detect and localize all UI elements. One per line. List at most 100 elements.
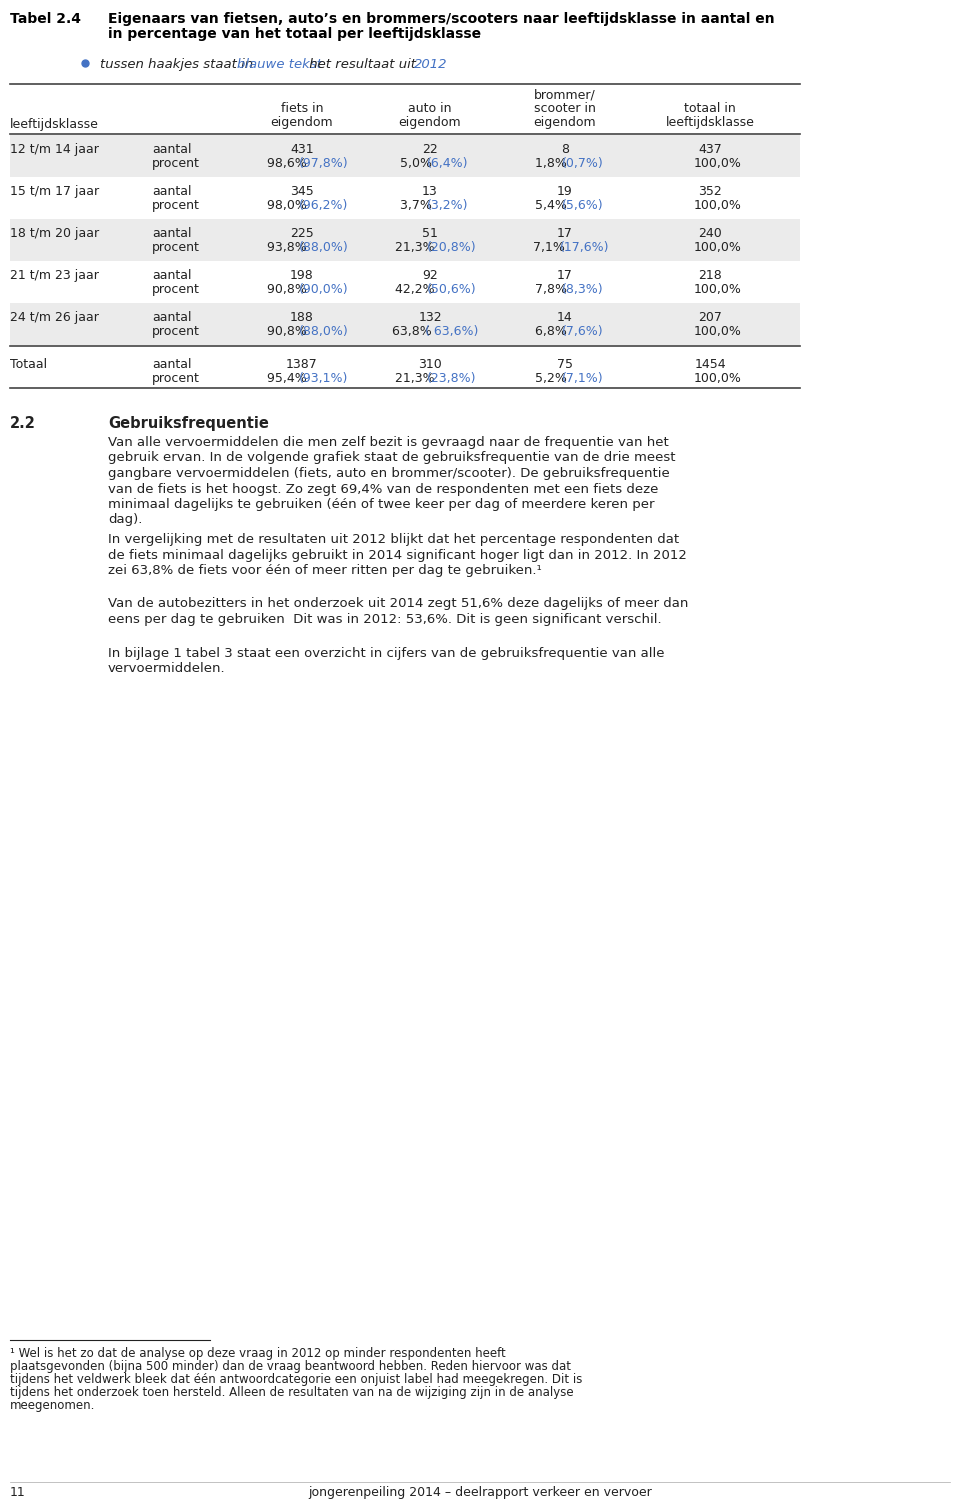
Text: 19: 19 xyxy=(557,185,573,199)
Text: 92: 92 xyxy=(422,269,438,283)
Text: 437: 437 xyxy=(698,143,722,156)
Bar xyxy=(10,135,800,177)
Text: 1,8%: 1,8% xyxy=(536,156,571,170)
Text: 198: 198 xyxy=(290,269,314,283)
Text: 5,2%: 5,2% xyxy=(536,371,571,385)
Text: 100,0%: 100,0% xyxy=(694,371,742,385)
Text: 431: 431 xyxy=(290,143,314,156)
Text: 2.2: 2.2 xyxy=(10,417,36,432)
Text: fiets in: fiets in xyxy=(280,102,324,114)
Text: 90,8%: 90,8% xyxy=(267,283,311,296)
Text: 98,0%: 98,0% xyxy=(267,199,311,212)
Text: aantal: aantal xyxy=(152,227,191,241)
Text: 225: 225 xyxy=(290,227,314,241)
Text: blauwe tekst: blauwe tekst xyxy=(237,59,322,71)
Text: 240: 240 xyxy=(698,227,722,241)
Text: 352: 352 xyxy=(698,185,722,199)
Text: 42,2%: 42,2% xyxy=(395,283,439,296)
Text: het resultaat uit: het resultaat uit xyxy=(305,59,420,71)
Text: aantal: aantal xyxy=(152,311,191,323)
Text: procent: procent xyxy=(152,371,200,385)
Text: (7,1%): (7,1%) xyxy=(563,371,604,385)
Bar xyxy=(10,302,800,344)
Text: Van de autobezitters in het onderzoek uit 2014 zegt 51,6% deze dagelijks of meer: Van de autobezitters in het onderzoek ui… xyxy=(108,597,688,611)
Text: van de fiets is het hoogst. Zo zegt 69,4% van de respondenten met een fiets deze: van de fiets is het hoogst. Zo zegt 69,4… xyxy=(108,483,659,495)
Text: 8: 8 xyxy=(561,143,569,156)
Text: eigendom: eigendom xyxy=(271,116,333,129)
Text: auto in: auto in xyxy=(408,102,452,114)
Text: (88,0%): (88,0%) xyxy=(300,241,349,254)
Text: aantal: aantal xyxy=(152,358,191,371)
Text: (97,8%): (97,8%) xyxy=(300,156,348,170)
Text: 7,8%: 7,8% xyxy=(536,283,571,296)
Text: procent: procent xyxy=(152,156,200,170)
Text: (93,1%): (93,1%) xyxy=(300,371,348,385)
Text: (96,2%): (96,2%) xyxy=(300,199,348,212)
Text: procent: procent xyxy=(152,241,200,254)
Text: In vergelijking met de resultaten uit 2012 blijkt dat het percentage respondente: In vergelijking met de resultaten uit 20… xyxy=(108,532,679,546)
Text: tussen haakjes staat in: tussen haakjes staat in xyxy=(100,59,257,71)
Text: eigendom: eigendom xyxy=(398,116,462,129)
Text: 7,1%: 7,1% xyxy=(533,241,568,254)
Text: ( 63,6%): ( 63,6%) xyxy=(424,325,478,338)
Text: (50,6%): (50,6%) xyxy=(427,283,477,296)
Text: dag).: dag). xyxy=(108,513,142,526)
Text: 345: 345 xyxy=(290,185,314,199)
Text: 100,0%: 100,0% xyxy=(694,241,742,254)
Text: 132: 132 xyxy=(419,311,442,323)
Text: In bijlage 1 tabel 3 staat een overzicht in cijfers van de gebruiksfrequentie va: In bijlage 1 tabel 3 staat een overzicht… xyxy=(108,647,664,659)
Text: 21,3%: 21,3% xyxy=(395,371,439,385)
Text: gangbare vervoermiddelen (fiets, auto en brommer/scooter). De gebruiksfrequentie: gangbare vervoermiddelen (fiets, auto en… xyxy=(108,468,670,480)
Text: 63,8%: 63,8% xyxy=(393,325,436,338)
Text: 24 t/m 26 jaar: 24 t/m 26 jaar xyxy=(10,311,99,323)
Text: 12 t/m 14 jaar: 12 t/m 14 jaar xyxy=(10,143,99,156)
Text: plaatsgevonden (bijna 500 minder) dan de vraag beantwoord hebben. Reden hiervoor: plaatsgevonden (bijna 500 minder) dan de… xyxy=(10,1360,571,1373)
Text: jongerenpeiling 2014 – deelrapport verkeer en vervoer: jongerenpeiling 2014 – deelrapport verke… xyxy=(308,1486,652,1499)
Text: (17,6%): (17,6%) xyxy=(560,241,609,254)
Text: leeftijdsklasse: leeftijdsklasse xyxy=(665,116,755,129)
Text: zei 63,8% de fiets voor één of meer ritten per dag te gebruiken.¹: zei 63,8% de fiets voor één of meer ritt… xyxy=(108,564,541,578)
Text: 95,4%: 95,4% xyxy=(267,371,311,385)
Text: 100,0%: 100,0% xyxy=(694,156,742,170)
Text: (0,7%): (0,7%) xyxy=(563,156,604,170)
Text: 93,8%: 93,8% xyxy=(267,241,311,254)
Text: 90,8%: 90,8% xyxy=(267,325,311,338)
Text: tijdens het veldwerk bleek dat één antwoordcategorie een onjuist label had meege: tijdens het veldwerk bleek dat één antwo… xyxy=(10,1373,583,1387)
Text: 6,8%: 6,8% xyxy=(536,325,571,338)
Text: Gebruiksfrequentie: Gebruiksfrequentie xyxy=(108,417,269,432)
Bar xyxy=(10,220,800,262)
Text: procent: procent xyxy=(152,283,200,296)
Text: 100,0%: 100,0% xyxy=(694,325,742,338)
Text: gebruik ervan. In de volgende grafiek staat de gebruiksfrequentie van de drie me: gebruik ervan. In de volgende grafiek st… xyxy=(108,451,676,465)
Text: 207: 207 xyxy=(698,311,722,323)
Text: procent: procent xyxy=(152,199,200,212)
Text: 51: 51 xyxy=(422,227,438,241)
Text: Eigenaars van fietsen, auto’s en brommers/scooters naar leeftijdsklasse in aanta: Eigenaars van fietsen, auto’s en brommer… xyxy=(108,12,775,26)
Text: aantal: aantal xyxy=(152,269,191,283)
Text: 5,0%: 5,0% xyxy=(400,156,436,170)
Text: 100,0%: 100,0% xyxy=(694,199,742,212)
Text: 15 t/m 17 jaar: 15 t/m 17 jaar xyxy=(10,185,99,199)
Text: (8,3%): (8,3%) xyxy=(563,283,604,296)
Text: aantal: aantal xyxy=(152,185,191,199)
Text: (23,8%): (23,8%) xyxy=(427,371,477,385)
Text: 188: 188 xyxy=(290,311,314,323)
Text: ¹ Wel is het zo dat de analyse op deze vraag in 2012 op minder respondenten heef: ¹ Wel is het zo dat de analyse op deze v… xyxy=(10,1348,506,1360)
Text: tijdens het onderzoek toen hersteld. Alleen de resultaten van na de wijziging zi: tijdens het onderzoek toen hersteld. All… xyxy=(10,1387,574,1399)
Text: 11: 11 xyxy=(10,1486,26,1499)
Text: minimaal dagelijks te gebruiken (één of twee keer per dag of meerdere keren per: minimaal dagelijks te gebruiken (één of … xyxy=(108,498,655,511)
Text: vervoermiddelen.: vervoermiddelen. xyxy=(108,662,226,675)
Text: (88,0%): (88,0%) xyxy=(300,325,349,338)
Text: (7,6%): (7,6%) xyxy=(563,325,604,338)
Text: eigendom: eigendom xyxy=(534,116,596,129)
Text: leeftijdsklasse: leeftijdsklasse xyxy=(10,117,99,131)
Text: totaal in: totaal in xyxy=(684,102,736,114)
Text: 75: 75 xyxy=(557,358,573,371)
Text: 1454: 1454 xyxy=(694,358,726,371)
Text: 22: 22 xyxy=(422,143,438,156)
Text: in percentage van het totaal per leeftijdsklasse: in percentage van het totaal per leeftij… xyxy=(108,27,481,41)
Text: meegenomen.: meegenomen. xyxy=(10,1399,95,1412)
Text: (90,0%): (90,0%) xyxy=(300,283,348,296)
Text: de fiets minimaal dagelijks gebruikt in 2014 significant hoger ligt dan in 2012.: de fiets minimaal dagelijks gebruikt in … xyxy=(108,549,686,561)
Text: 18 t/m 20 jaar: 18 t/m 20 jaar xyxy=(10,227,99,241)
